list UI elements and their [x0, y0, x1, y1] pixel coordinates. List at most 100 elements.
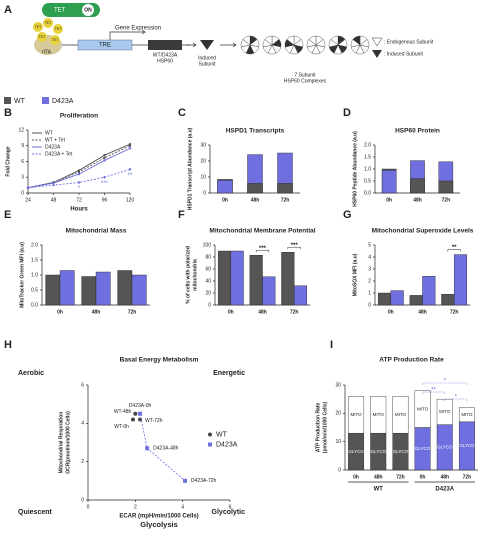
legend-label: WT: [216, 431, 228, 438]
segment-label: GLYCO: [393, 449, 409, 454]
annotation: *: [444, 379, 447, 385]
x-tick-label: 72h: [396, 474, 405, 480]
annotation: **: [431, 388, 436, 394]
key-label: : Endogenous Subunit: [384, 39, 434, 45]
x-tick-label: 48h: [374, 474, 383, 480]
key-induced: [372, 50, 382, 58]
subunit: [264, 35, 273, 46]
legend-marker: [208, 432, 212, 437]
induced-subunit: [200, 40, 214, 50]
y-tick-label: 80: [205, 254, 211, 260]
x-tick-label: 72h: [450, 309, 459, 315]
y-axis-label: % of cells with polarized: [185, 246, 191, 304]
y-tick-label: 9: [21, 143, 24, 149]
panel-letter: D: [343, 107, 351, 119]
bar: [381, 169, 397, 194]
point: [133, 411, 138, 416]
y-tick-label: 20: [200, 158, 206, 164]
bar: [230, 250, 244, 306]
y-tick-label: 30: [335, 382, 341, 388]
segment-label: GLYCO: [348, 449, 364, 454]
x-axis-label: Hours: [70, 207, 88, 213]
bar: [249, 254, 263, 306]
y-tick-label: 0: [338, 467, 341, 473]
panel-letter: A: [4, 4, 12, 16]
panel-letter: H: [4, 339, 12, 351]
y-axis-label: HSPD1 Transcript Abundance (a.u): [187, 127, 193, 210]
y-tick-label: 10: [200, 174, 206, 180]
segment-label: GLYCO: [459, 443, 475, 448]
y-tick-label: 0: [203, 190, 206, 196]
x-tick-label: 6: [229, 504, 232, 510]
bar: [390, 290, 404, 306]
point: [130, 417, 135, 422]
bar: [262, 276, 276, 306]
y-axis-label: Fold Change: [5, 146, 11, 176]
tet-molecule: [33, 22, 43, 32]
y-tick-label: 12: [18, 127, 24, 133]
tet-label: TET: [39, 35, 46, 39]
sig-bracket: [422, 391, 445, 394]
chart-title: Mitochondrial Membrane Potential: [209, 228, 315, 235]
y-tick-label: 0: [368, 302, 371, 308]
point: [77, 170, 81, 174]
point: [52, 181, 55, 185]
point-label: WT-48h: [114, 409, 132, 415]
sig-bracket: [447, 249, 461, 252]
point: [128, 144, 132, 147]
point: [183, 478, 188, 483]
switch-knob: [82, 4, 94, 16]
point: [103, 159, 106, 162]
segment-label: MITO: [417, 406, 429, 411]
tre-label: TRE: [99, 43, 111, 49]
chart-title: Basal Energy Metabolism: [120, 357, 199, 364]
y-tick-label: 0.0: [31, 302, 38, 308]
chart-title: ATP Production Rate: [379, 357, 444, 364]
x-tick-label: 48h: [251, 197, 260, 203]
tet-molecule: [37, 32, 47, 42]
y-tick-label: 2: [368, 278, 371, 284]
x-tick-label: 96: [102, 197, 108, 203]
point-label: WT-0h: [114, 424, 129, 430]
rtta-label: rtTA: [42, 49, 52, 55]
expression-arrow: [109, 29, 147, 40]
bar: [95, 271, 111, 306]
x-tick-label: 4: [181, 504, 184, 510]
point: [145, 446, 150, 451]
annotation: ***: [291, 243, 299, 249]
bar: [217, 250, 232, 306]
x-tick-label: 72h: [290, 309, 299, 315]
annotation: ***: [259, 246, 267, 252]
panel-letter: I: [330, 339, 333, 351]
y-axis-label: OCR(pmol/min/1000 Cells): [65, 411, 71, 474]
y-tick-label: 4: [81, 421, 84, 427]
x-tick-label: 72h: [281, 197, 290, 203]
y-tick-label: 2.0: [31, 242, 38, 248]
construct-label: HSP60: [157, 58, 173, 64]
key-endogenous: [371, 37, 383, 47]
point-label: D423A-0h: [129, 403, 152, 409]
sig-bracket: [444, 398, 468, 401]
x-tick-label: 120: [126, 197, 135, 203]
annotation: *: [455, 395, 458, 401]
point: [103, 154, 106, 157]
y-tick-label: 20: [205, 290, 211, 296]
bar: [438, 180, 454, 194]
bar: [247, 183, 263, 194]
y-tick-label: 1.5: [31, 257, 38, 263]
x-tick-label: 2: [134, 504, 137, 510]
y-axis-label: ATP Production Rate: [315, 403, 321, 453]
segment-label: MITO: [395, 412, 407, 417]
bar-segment: [436, 398, 453, 425]
point: [77, 172, 81, 176]
point: [128, 168, 132, 171]
x-tick-label: 72h: [442, 197, 451, 203]
y-tick-label: 0.5: [364, 178, 371, 184]
x-tick-label: 48h: [413, 197, 422, 203]
key-label: : Induced Subunit: [384, 51, 424, 57]
panel-letter: C: [178, 107, 186, 119]
segment-label: GLYCO: [371, 449, 387, 454]
chart-title: HSPD1 Transcripts: [226, 128, 285, 135]
x-tick-label: 0: [87, 504, 90, 510]
y-tick-label: 40: [205, 278, 211, 284]
